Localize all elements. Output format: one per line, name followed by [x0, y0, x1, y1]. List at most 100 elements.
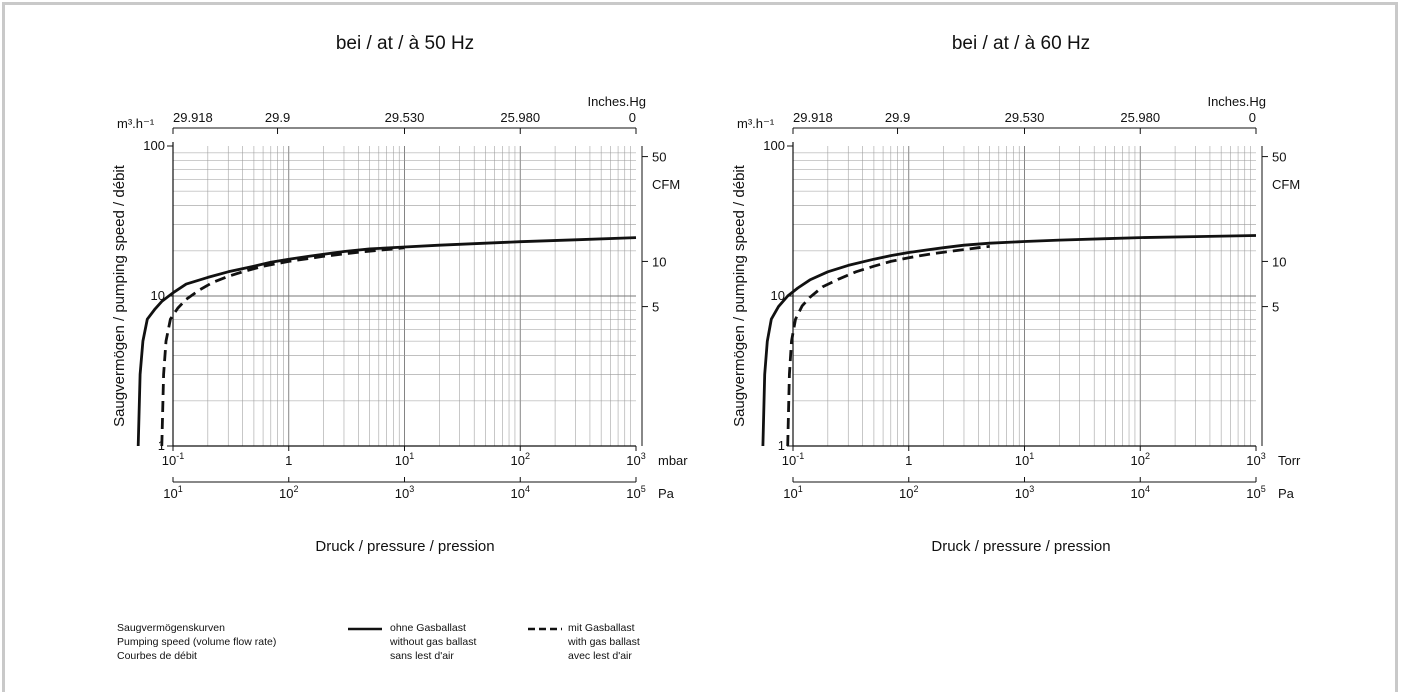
pa-tick-label: 104 [511, 484, 530, 501]
pa-tick-label: 103 [395, 484, 414, 501]
x-tick-label-base: 10 [1015, 453, 1029, 468]
x-tick-label: 103 [626, 451, 645, 468]
top-tick-label: 25.980 [1120, 110, 1160, 125]
legend-solid-line3: sans lest d'air [390, 650, 454, 662]
y-axis-label: Saugvermögen / pumping speed / débit [111, 164, 128, 427]
pa-unit: Pa [658, 486, 675, 501]
right-tick-label: 5 [652, 300, 659, 315]
y-unit: m³.h⁻¹ [117, 116, 155, 131]
x-tick-label: 101 [395, 451, 414, 468]
pa-tick-label-exp: 3 [1029, 484, 1034, 494]
legend-solid-line1: ohne Gasballast [390, 622, 466, 634]
x-tick-label-exp: -1 [796, 451, 804, 461]
legend-dashed-line3: avec lest d'air [568, 650, 632, 662]
top-tick-label: 29.918 [793, 110, 833, 125]
legend: Saugvermögenskurven Pumping speed (volum… [117, 622, 640, 662]
legend-caption-line2: Pumping speed (volume flow rate) [117, 636, 276, 648]
chart-50hz: bei / at / à 50 Hz100101m³.h⁻¹Saugvermög… [111, 33, 688, 555]
legend-solid-line2: without gas ballast [389, 636, 476, 648]
top-tick-label: 29.9 [885, 110, 910, 125]
top-tick-label: 25.980 [500, 110, 540, 125]
y-tick-label: 10 [771, 288, 785, 303]
x-tick-label-base: 10 [1131, 453, 1145, 468]
x-tick-label-base: 10 [395, 453, 409, 468]
x-unit: mbar [658, 453, 688, 468]
x-tick-label-base: 10 [162, 453, 176, 468]
x-axis-label: Druck / pressure / pression [315, 538, 494, 555]
x-tick-label: 102 [511, 451, 530, 468]
pa-unit: Pa [1278, 486, 1295, 501]
pa-tick-label-base: 10 [1246, 486, 1260, 501]
pa-tick-label-base: 10 [163, 486, 177, 501]
grid [792, 146, 1256, 447]
right-tick-label: 5 [1272, 300, 1279, 315]
chart-title: bei / at / à 60 Hz [952, 33, 1090, 54]
pa-tick-label-base: 10 [395, 486, 409, 501]
x-tick-label: 101 [1015, 451, 1034, 468]
legend-dashed-line1: mit Gasballast [568, 622, 635, 634]
y-tick-label: 1 [778, 438, 785, 453]
pa-tick-label-base: 10 [1015, 486, 1029, 501]
x-tick-label-exp: 2 [525, 451, 530, 461]
pa-tick-label-base: 10 [1131, 486, 1145, 501]
x-tick-label: 10-1 [162, 451, 184, 468]
x-unit: Torr [1278, 453, 1301, 468]
pa-tick-label-base: 10 [511, 486, 525, 501]
x-axis-label: Druck / pressure / pression [931, 538, 1110, 555]
pa-tick-label-base: 10 [626, 486, 640, 501]
series-dashed-curve [786, 245, 990, 447]
pa-tick-label: 103 [1015, 484, 1034, 501]
pa-tick-label-exp: 1 [178, 484, 183, 494]
y-tick-label: 10 [151, 288, 165, 303]
x-tick-label: 103 [1246, 451, 1265, 468]
right-tick-label: 50 [1272, 150, 1286, 165]
x-tick-label: 102 [1131, 451, 1150, 468]
pa-tick-label-exp: 4 [1145, 484, 1150, 494]
pa-tick-label: 105 [626, 484, 645, 501]
x-tick-label-base: 10 [511, 453, 525, 468]
pa-tick-label-base: 10 [783, 486, 797, 501]
x-tick-label-exp: 2 [1145, 451, 1150, 461]
right-unit: CFM [652, 177, 680, 192]
pa-tick-label: 104 [1131, 484, 1150, 501]
pa-tick-label-exp: 2 [913, 484, 918, 494]
top-tick-label: 29.9 [265, 110, 290, 125]
series-solid-curve [136, 236, 637, 447]
pa-tick-label-exp: 5 [1261, 484, 1266, 494]
legend-caption-line1: Saugvermögenskurven [117, 622, 225, 634]
pa-tick-label: 105 [1246, 484, 1265, 501]
series-solid-curve [761, 234, 1257, 447]
x-tick-label: 10-1 [782, 451, 804, 468]
x-tick-label-exp: 1 [409, 451, 414, 461]
y-tick-label: 100 [143, 138, 165, 153]
chart-60hz: bei / at / à 60 Hz100101m³.h⁻¹Saugvermög… [731, 33, 1301, 555]
x-tick-label-base: 10 [782, 453, 796, 468]
pa-tick-label-base: 10 [899, 486, 913, 501]
x-tick-label-exp: 3 [1261, 451, 1266, 461]
y-axis-label: Saugvermögen / pumping speed / débit [731, 164, 748, 427]
top-tick-label: 0 [1249, 110, 1256, 125]
legend-dashed-line2: with gas ballast [567, 636, 640, 648]
right-unit: CFM [1272, 177, 1300, 192]
pa-tick-label: 102 [279, 484, 298, 501]
x-tick-label: 1 [285, 453, 292, 468]
top-unit: Inches.Hg [1207, 94, 1266, 109]
x-tick-label-base: 10 [626, 453, 640, 468]
pa-tick-label: 101 [783, 484, 802, 501]
pa-tick-label-exp: 1 [798, 484, 803, 494]
x-tick-label-exp: 1 [1029, 451, 1034, 461]
x-tick-label-base: 10 [1246, 453, 1260, 468]
top-tick-label: 29.530 [1005, 110, 1045, 125]
grid [172, 146, 636, 447]
top-tick-label: 0 [629, 110, 636, 125]
pa-tick-label-exp: 4 [525, 484, 530, 494]
right-tick-label: 50 [652, 150, 666, 165]
right-tick-label: 10 [1272, 254, 1286, 269]
pa-tick-label-exp: 2 [293, 484, 298, 494]
top-unit: Inches.Hg [587, 94, 646, 109]
y-unit: m³.h⁻¹ [737, 116, 775, 131]
pa-tick-label: 101 [163, 484, 182, 501]
pa-tick-label: 102 [899, 484, 918, 501]
pa-tick-label-base: 10 [279, 486, 293, 501]
